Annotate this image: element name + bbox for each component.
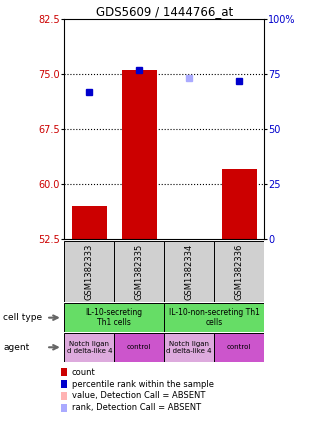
- Text: control: control: [127, 344, 151, 350]
- Bar: [64, 333, 114, 362]
- Bar: [214, 241, 264, 302]
- Text: rank, Detection Call = ABSENT: rank, Detection Call = ABSENT: [72, 403, 201, 412]
- Text: Notch ligan
d delta-like 4: Notch ligan d delta-like 4: [166, 341, 212, 354]
- Bar: [61, 392, 67, 400]
- Text: GSM1382334: GSM1382334: [184, 244, 194, 300]
- Bar: [164, 303, 264, 332]
- Bar: [64, 241, 114, 302]
- Bar: [72, 206, 107, 239]
- Bar: [61, 368, 67, 376]
- Text: Notch ligan
d delta-like 4: Notch ligan d delta-like 4: [67, 341, 112, 354]
- Bar: [61, 404, 67, 412]
- Text: IL-10-secreting
Th1 cells: IL-10-secreting Th1 cells: [86, 308, 143, 327]
- Text: IL-10-non-secreting Th1
cells: IL-10-non-secreting Th1 cells: [169, 308, 259, 327]
- Bar: [122, 70, 157, 239]
- Text: agent: agent: [3, 343, 30, 352]
- Text: value, Detection Call = ABSENT: value, Detection Call = ABSENT: [72, 391, 205, 401]
- Text: GSM1382335: GSM1382335: [135, 244, 144, 300]
- Text: GSM1382333: GSM1382333: [85, 244, 94, 300]
- Bar: [164, 333, 214, 362]
- Text: GSM1382336: GSM1382336: [235, 244, 244, 300]
- Bar: [164, 241, 214, 302]
- Bar: [61, 380, 67, 388]
- Text: control: control: [227, 344, 251, 350]
- Bar: [214, 333, 264, 362]
- Text: percentile rank within the sample: percentile rank within the sample: [72, 379, 214, 389]
- Title: GDS5609 / 1444766_at: GDS5609 / 1444766_at: [96, 5, 233, 18]
- Bar: [221, 169, 256, 239]
- Bar: [114, 241, 164, 302]
- Text: cell type: cell type: [3, 313, 43, 322]
- Bar: [64, 303, 164, 332]
- Text: count: count: [72, 368, 96, 377]
- Bar: [114, 333, 164, 362]
